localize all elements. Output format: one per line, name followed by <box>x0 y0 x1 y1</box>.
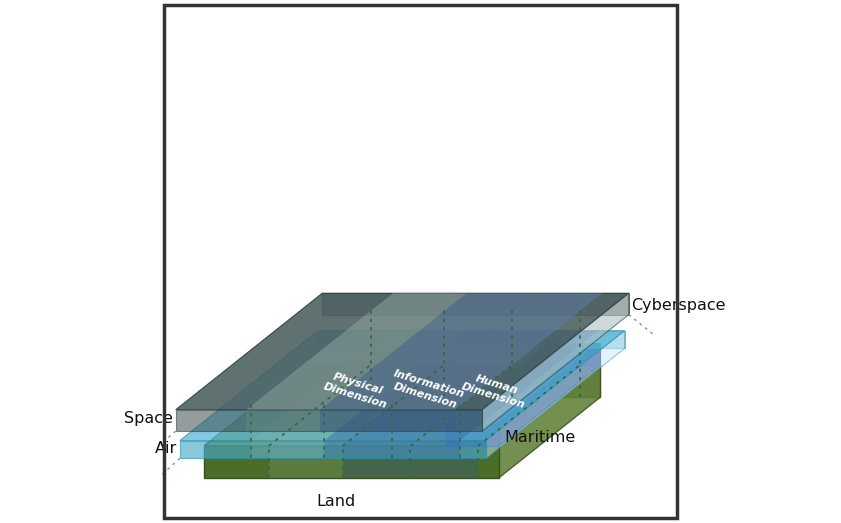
Polygon shape <box>499 344 600 446</box>
Polygon shape <box>388 293 602 410</box>
Polygon shape <box>342 446 410 478</box>
Polygon shape <box>388 410 456 431</box>
Polygon shape <box>306 365 600 397</box>
Polygon shape <box>318 331 625 348</box>
Polygon shape <box>410 365 579 446</box>
Polygon shape <box>204 365 600 446</box>
Polygon shape <box>547 344 600 365</box>
Text: Air: Air <box>155 441 177 456</box>
Polygon shape <box>204 446 499 478</box>
Polygon shape <box>320 293 534 410</box>
Polygon shape <box>246 293 467 410</box>
Polygon shape <box>342 365 512 446</box>
Polygon shape <box>320 293 534 410</box>
Polygon shape <box>176 410 482 431</box>
Polygon shape <box>446 425 499 446</box>
Polygon shape <box>410 446 479 478</box>
Text: Space: Space <box>124 411 173 426</box>
Polygon shape <box>322 293 629 315</box>
Polygon shape <box>180 331 625 441</box>
Polygon shape <box>251 441 325 458</box>
Text: Cyberspace: Cyberspace <box>632 299 726 313</box>
Text: Maritime: Maritime <box>504 430 575 445</box>
Polygon shape <box>180 441 486 458</box>
Polygon shape <box>392 331 598 441</box>
Polygon shape <box>486 331 625 458</box>
Polygon shape <box>392 441 460 458</box>
Polygon shape <box>251 331 463 441</box>
Polygon shape <box>325 331 531 441</box>
Polygon shape <box>499 365 600 478</box>
Polygon shape <box>388 293 602 410</box>
Polygon shape <box>246 293 467 410</box>
Polygon shape <box>320 410 388 431</box>
Polygon shape <box>246 410 320 431</box>
Text: Information
Dimension: Information Dimension <box>389 369 466 411</box>
Text: Land: Land <box>316 494 356 508</box>
Text: Human
Dimension: Human Dimension <box>460 370 530 410</box>
Polygon shape <box>446 344 600 425</box>
Text: Physical
Dimension: Physical Dimension <box>322 370 391 410</box>
Polygon shape <box>269 446 342 478</box>
Polygon shape <box>269 365 444 446</box>
Polygon shape <box>176 293 629 410</box>
Polygon shape <box>482 293 629 431</box>
Polygon shape <box>325 441 392 458</box>
